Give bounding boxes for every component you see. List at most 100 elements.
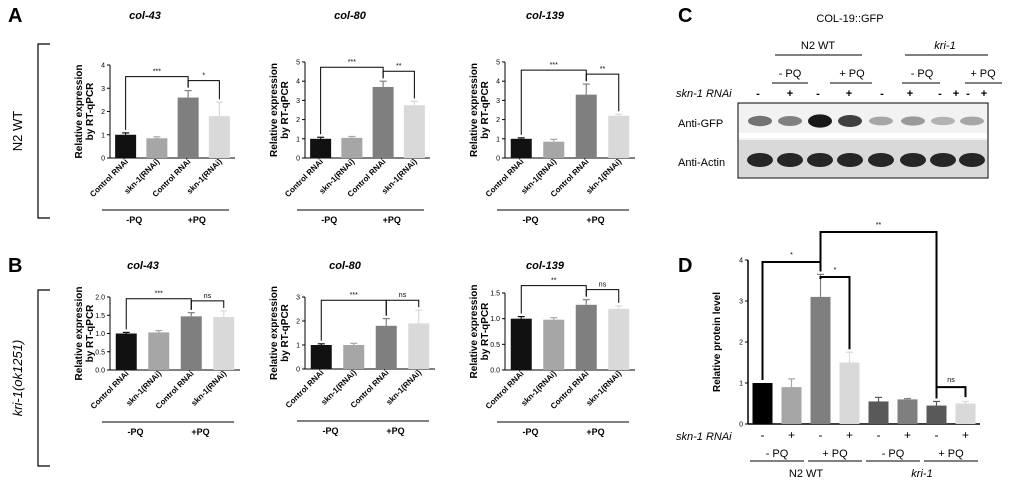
y-tick-label: 1 xyxy=(496,136,500,143)
group-label: -PQ xyxy=(522,427,538,437)
y-tick-label: 0 xyxy=(101,156,105,163)
wb-strain-kri1: kri-1 xyxy=(934,40,955,52)
y-axis-label-line: by RT-qPCR xyxy=(480,302,491,361)
row-label-n2: N2 WT xyxy=(10,111,25,152)
rnai-sign: + xyxy=(846,428,853,442)
y-tick-label: 0.5 xyxy=(490,342,500,349)
y-axis-label-line: Relative expression xyxy=(74,65,85,159)
significance-label: * xyxy=(790,252,793,259)
significance-bracket xyxy=(385,299,420,316)
bar xyxy=(372,86,394,158)
wb-row-label-actin: Anti-Actin xyxy=(678,157,725,169)
category-label: Control RNAi xyxy=(88,157,130,199)
wb-actin-band xyxy=(959,153,985,167)
pq-group-label: + PQ xyxy=(822,448,848,460)
y-tick-label: 0.5 xyxy=(95,349,105,356)
panel-label-d: D xyxy=(678,255,692,277)
rnai-label: skn-1 RNAi xyxy=(676,431,732,443)
y-tick-label: 4 xyxy=(496,79,500,86)
y-axis-label: Relative expressionby RT-qPCR xyxy=(469,63,491,157)
wb-membrane-gap xyxy=(739,133,987,138)
group-label: -PQ xyxy=(321,215,337,225)
significance-label: ns xyxy=(399,292,407,299)
bar xyxy=(608,308,630,370)
y-axis-label: Relative expressionby RT-qPCR xyxy=(269,286,291,380)
bar xyxy=(543,141,565,158)
bar xyxy=(926,405,947,424)
group-label: +PQ xyxy=(586,215,604,225)
y-tick-label: 1 xyxy=(296,343,300,350)
y-tick-label: 1.5 xyxy=(95,313,105,320)
wb-gfp-band xyxy=(960,116,984,126)
y-tick-label: 0 xyxy=(296,156,300,163)
bar xyxy=(403,105,425,158)
chart-B2: col-80 Relative expressionby RT-qPCR 0 1 2 3 *… xyxy=(269,260,435,436)
bar xyxy=(897,399,918,424)
wb-rnai-sign: + xyxy=(907,88,913,100)
wb-pq-group: + PQ xyxy=(839,68,865,80)
category-label: Control RNAi xyxy=(484,157,526,199)
wb-gfp-band xyxy=(778,116,802,126)
wb-pq-group: + PQ xyxy=(970,68,996,80)
y-axis-label: Relative expressionby RT-qPCR xyxy=(74,287,96,381)
y-tick-label: 5 xyxy=(496,60,500,67)
category-label: Control RNAi xyxy=(284,368,326,410)
wb-rnai-sign: - xyxy=(966,88,970,100)
bar xyxy=(608,115,630,158)
wb-title: COL-19::GFP xyxy=(816,13,883,25)
wb-rnai-sign: + xyxy=(846,88,852,100)
rnai-sign: - xyxy=(877,428,881,442)
y-axis-label-line: Relative expression xyxy=(269,286,280,380)
western-blot: COL-19::GFP N2 WT kri-1 - PQ + PQ - PQ +… xyxy=(676,13,1002,179)
y-axis-label-line: Relative expression xyxy=(469,63,480,157)
y-tick-label: 2.0 xyxy=(95,295,105,302)
bar xyxy=(955,403,976,424)
significance-bracket xyxy=(935,386,967,398)
y-tick-label: 3 xyxy=(296,98,300,105)
wb-gfp-band xyxy=(748,115,772,127)
y-tick-label: 2 xyxy=(101,109,105,116)
chart-title: col-80 xyxy=(334,10,367,22)
y-tick-label: 0.0 xyxy=(95,368,105,375)
pq-group-label: - PQ xyxy=(766,448,789,460)
bar xyxy=(510,138,532,158)
chart-title: col-139 xyxy=(526,260,565,272)
wb-actin-band xyxy=(747,153,773,167)
y-tick-label: 0 xyxy=(296,367,300,374)
bar xyxy=(510,318,532,370)
significance-label: *** xyxy=(350,292,358,299)
significance-label: * xyxy=(834,267,837,274)
wb-strain-n2: N2 WT xyxy=(801,40,836,52)
significance-label: ** xyxy=(600,66,606,73)
significance-bracket xyxy=(382,70,415,99)
category-label: skn-1(RNAi) xyxy=(384,368,423,407)
wb-rnai-sign: + xyxy=(981,88,987,100)
panel-label-c: C xyxy=(678,5,692,27)
group-label: +PQ xyxy=(188,215,206,225)
wb-gfp-band xyxy=(869,116,893,126)
category-label: skn-1(RNAi) xyxy=(584,369,623,408)
y-tick-label: 5 xyxy=(296,60,300,67)
y-tick-label: 1.5 xyxy=(490,291,500,298)
y-axis-label: Relative protein level xyxy=(712,292,723,392)
y-axis-label: Relative expressionby RT-qPCR xyxy=(469,285,491,379)
y-tick-label: 0 xyxy=(496,156,500,163)
y-tick-label: 3 xyxy=(101,86,105,93)
bar xyxy=(310,345,332,369)
row-bracket-b xyxy=(37,289,50,467)
bar xyxy=(752,383,773,424)
group-label: -PQ xyxy=(126,215,142,225)
significance-label: ns xyxy=(599,282,607,289)
rnai-sign: - xyxy=(935,428,939,442)
wb-pq-group: - PQ xyxy=(779,68,802,80)
bar xyxy=(177,97,199,158)
significance-label: *** xyxy=(550,62,558,69)
bar xyxy=(781,387,802,424)
bar xyxy=(115,333,137,370)
wb-rnai-sign: - xyxy=(756,88,760,100)
bar xyxy=(180,316,202,370)
wb-gfp-band xyxy=(808,114,832,128)
